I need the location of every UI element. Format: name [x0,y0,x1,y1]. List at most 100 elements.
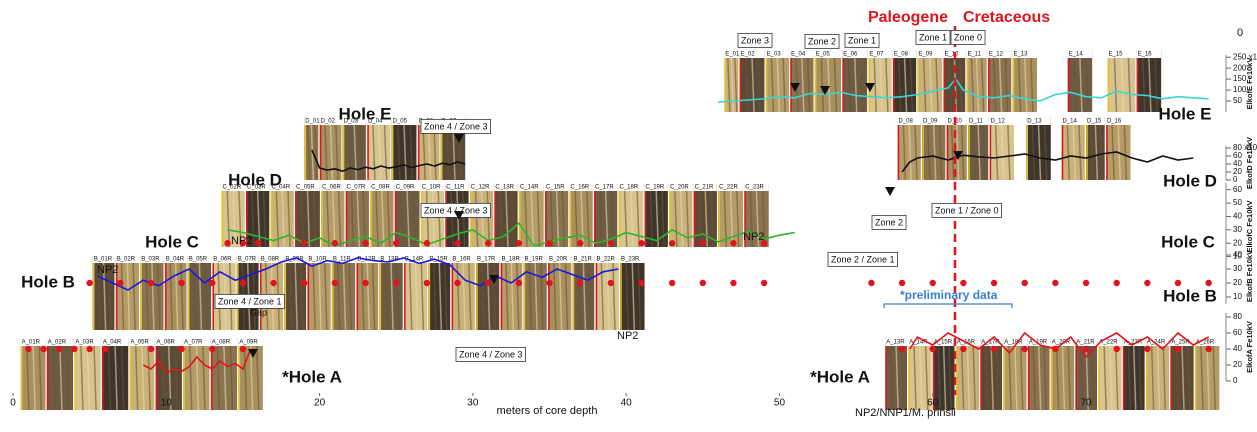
core-label-bg [500,255,523,263]
core-stripe [1103,345,1107,411]
core-label-bg [1026,117,1051,125]
core-stripe [1019,345,1024,411]
core-label: C_19R [646,185,665,191]
core-stripe [505,190,509,248]
core-label: E_06 [843,52,858,58]
annotation: Zone 2 [875,217,903,227]
core-stripe [1138,345,1142,411]
core-stripe [52,345,57,411]
core-stripe [1067,345,1072,411]
core-stripe [1043,124,1048,181]
core-stripe [249,345,254,411]
core-label-bg [259,255,284,263]
core-label: D_04 [368,119,383,125]
core-label-bg [221,183,245,191]
marker-dot [1052,345,1059,353]
y-tick-label: 60 [1233,185,1242,194]
marker-dot [1052,279,1059,287]
core-stripe [243,345,248,411]
core-stripe [120,345,125,411]
core-stripe [312,190,317,248]
core-label: B_07R [238,257,257,263]
core-stripe [202,345,206,411]
core-label: B_13R [380,257,399,263]
core-label: C_12R [471,185,490,191]
core-stripe [536,190,541,248]
core-label-bg [115,255,140,263]
data-line [311,149,466,173]
annotation: 0 [1237,27,1243,39]
core-stripe [1090,345,1095,411]
core-label-bg [1086,117,1105,125]
core-label: A_08R [212,340,231,346]
x-tick-label: 50 [774,398,786,409]
core-label-bg [814,50,842,58]
core-stripe [661,190,665,248]
core-stripe [1142,57,1146,113]
core-stripe [853,57,858,113]
core-stripe [1078,124,1082,181]
marker-dot [209,345,216,353]
core-label-bg [1098,338,1122,346]
core-label-bg [164,255,187,263]
core-stripe [704,190,709,248]
core-stripe [806,57,811,113]
core-stripe [1156,345,1161,411]
annotation: Zone 2 [808,36,836,46]
core-stripe [984,345,989,411]
core-stripe [761,190,766,248]
core-stripe [378,124,382,181]
core-label: E_09 [918,52,933,58]
y-tick-label: 80 x10 [1233,143,1257,152]
core-stripe [902,124,907,181]
core-stripe [337,190,342,248]
annotation-box [804,33,840,49]
marker-dot [699,279,707,287]
core-stripe [251,190,255,248]
annotation: Zone 0 [954,32,982,42]
core-label-bg [932,338,955,346]
core-stripe [1037,345,1042,411]
y-tick-label: 30 [1233,225,1242,234]
core-stripe [942,345,947,411]
core-stripe [993,57,997,113]
core-stripe [1017,57,1022,113]
core-stripe [900,345,905,411]
core-stripe [938,124,943,181]
core-stripe [287,190,291,248]
core-stripe [255,345,260,411]
core-stripe [80,345,84,411]
core-label: B_17R [477,257,496,263]
core-stripe [970,57,975,113]
core-stripe [980,57,985,113]
core-stripe [450,190,454,248]
core-stripe [347,124,352,181]
core-label-bg [1170,338,1194,346]
core-stripe [318,262,322,331]
hole-label: Hole D [1163,171,1217,190]
core-stripe [114,345,118,411]
annotation-box [420,202,491,218]
core-label: D_14 [1063,119,1078,125]
hole-label: Hole B [21,272,75,291]
y-tick-label: 0 [1233,376,1238,385]
marker-dot [898,345,906,353]
marker-dot [1144,279,1151,287]
core-stripe [216,345,221,411]
core-label: D_08 [898,119,913,125]
arrowhead [820,86,830,95]
arrowhead [489,275,499,284]
core-stripe [422,124,426,181]
core-label: B_16R [452,257,471,263]
core-label: A_07R [184,340,203,346]
marker-dot [86,279,93,287]
core-stripe [1206,345,1210,411]
core-label-bg [391,117,417,125]
core-label-bg [1027,338,1050,346]
marker-dot [960,345,967,353]
core-stripe [1073,57,1077,113]
core-label-bg [183,338,210,346]
y-tick-label: 10 [1233,252,1242,261]
marker-dot [730,240,737,247]
